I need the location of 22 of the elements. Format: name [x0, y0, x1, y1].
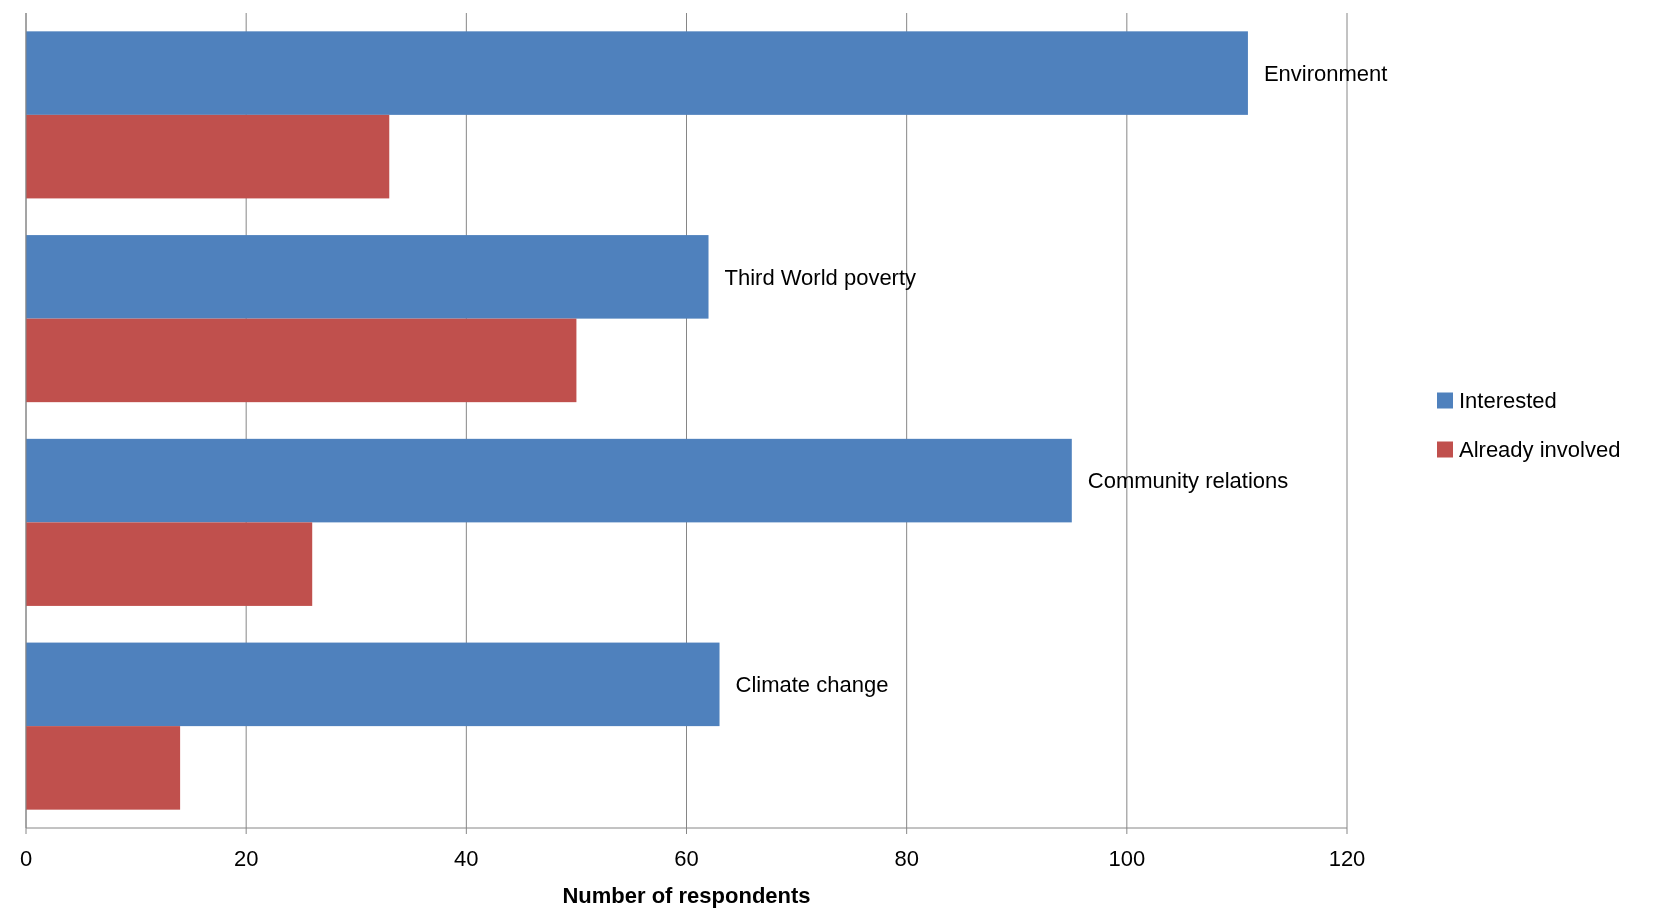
legend-label: Interested [1459, 388, 1557, 414]
bar [26, 522, 313, 606]
bar [26, 318, 577, 403]
bar [26, 726, 181, 810]
bar [26, 31, 1248, 115]
bar [26, 235, 709, 319]
x-tick-label: 40 [454, 846, 479, 871]
y-tick-label: Environment [1263, 60, 1388, 86]
x-tick-label: 20 [233, 846, 259, 871]
legend-label: Already involved [1459, 437, 1621, 463]
bar [26, 114, 390, 199]
x-tick-label: 120 [1328, 846, 1366, 871]
x-tick-label: 60 [674, 846, 699, 871]
y-tick-label: Third World poverty [724, 264, 917, 290]
y-tick-label: Community relations [1087, 468, 1289, 494]
y-tick-label: Climate change [735, 672, 889, 698]
x-tick-label: 80 [894, 846, 919, 871]
x-tick-label: 100 [1108, 846, 1146, 871]
x-tick-label: 0 [19, 846, 33, 871]
bar [26, 642, 720, 727]
x-axis-title: Number of respondents [562, 883, 811, 908]
bar [26, 438, 1072, 523]
